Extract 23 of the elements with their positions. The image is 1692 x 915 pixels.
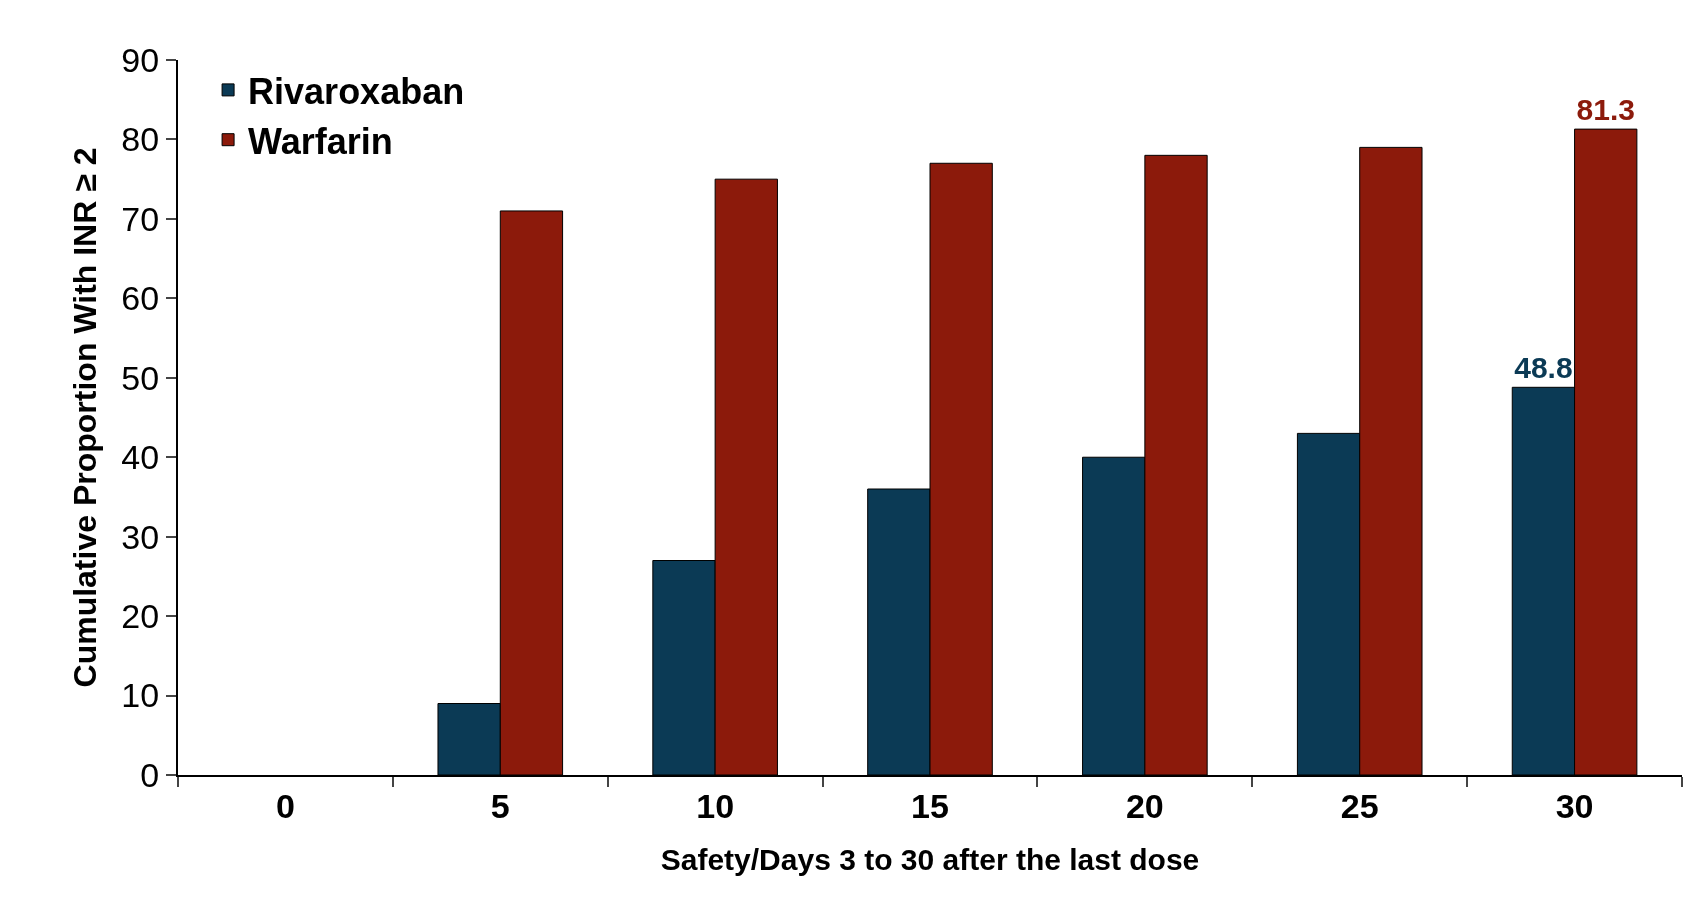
data-label: 48.8 (1514, 351, 1573, 385)
legend-label: Warfarin (248, 120, 393, 162)
y-tick-label: 40 (121, 438, 160, 477)
x-tick-label: 20 (1125, 786, 1164, 825)
y-tick-label: 60 (121, 279, 160, 318)
y-tick-label: 70 (121, 199, 160, 238)
y-tick-label: 90 (121, 40, 160, 79)
y-tick-label: 0 (140, 755, 160, 794)
y-tick-label: 30 (121, 517, 160, 556)
x-tick-label: 10 (696, 786, 735, 825)
data-label: 81.3 (1576, 93, 1635, 127)
legend-label: Rivaroxaban (248, 70, 465, 112)
x-tick-label: 30 (1555, 786, 1594, 825)
y-tick-label: 50 (121, 358, 160, 397)
x-tick-label: 0 (275, 786, 295, 825)
x-tick-label: 5 (490, 786, 510, 825)
y-tick-label: 80 (121, 120, 160, 159)
x-tick-label: 25 (1340, 786, 1379, 825)
y-tick-label: 20 (121, 597, 160, 636)
y-tick-label: 10 (121, 676, 160, 715)
x-axis-title: Safety/Days 3 to 30 after the last dose (660, 842, 1200, 876)
y-axis-title: Cumulative Proportion With INR ≥ 2 (67, 147, 104, 688)
x-tick-label: 15 (911, 786, 949, 825)
